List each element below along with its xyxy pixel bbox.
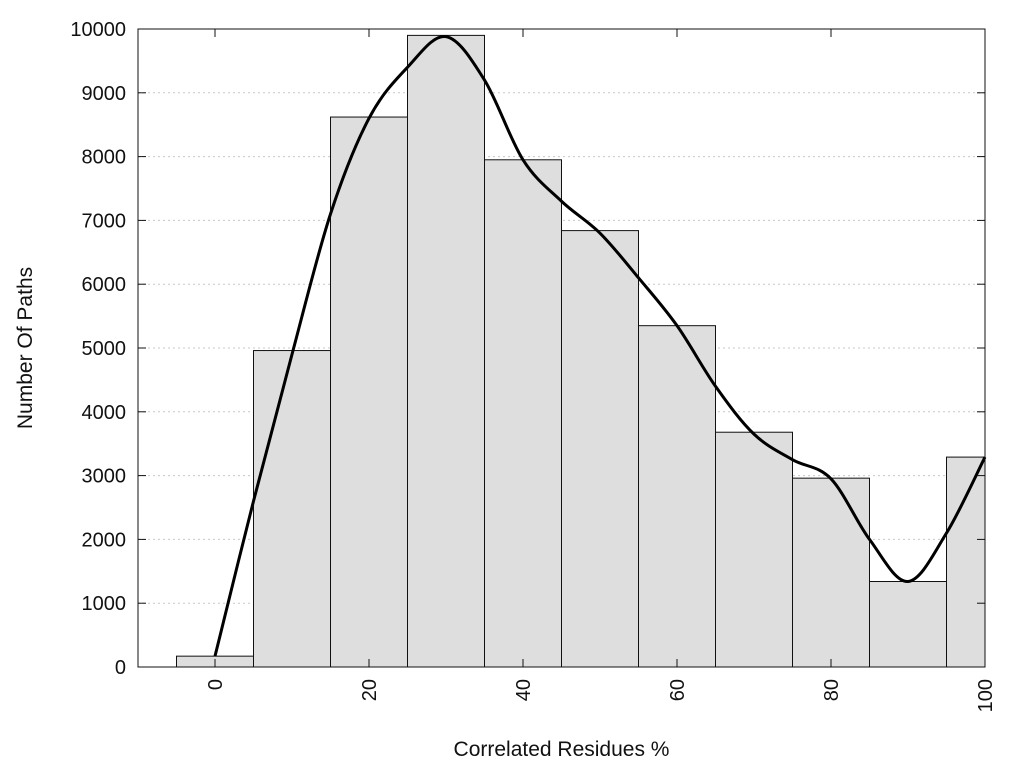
- x-tick-label: 80: [821, 679, 843, 701]
- bar-30: [407, 34, 485, 668]
- y-tick-label: 8000: [82, 147, 127, 169]
- y-tick-label: 9000: [82, 83, 127, 105]
- x-tick-label: 60: [667, 679, 689, 701]
- x-tick-label: 40: [513, 679, 535, 701]
- y-tick-label: 1000: [82, 593, 127, 615]
- y-tick-label: 4000: [82, 402, 127, 424]
- tick-layer: 0100020003000400050006000700080009000100…: [70, 19, 997, 712]
- y-tick-label: 6000: [82, 274, 127, 296]
- y-tick-label: 0: [115, 657, 126, 679]
- x-tick-label: 20: [359, 679, 381, 701]
- bar-90: [869, 581, 947, 668]
- bar-layer: [176, 34, 986, 668]
- bar-50: [561, 230, 639, 668]
- bar-80: [792, 477, 870, 668]
- bar-60: [638, 325, 716, 668]
- y-tick-label: 3000: [82, 466, 127, 488]
- bar-20: [330, 116, 408, 668]
- y-tick-label: 5000: [82, 338, 127, 360]
- density-curve-layer: [213, 35, 987, 657]
- bar-40: [484, 159, 562, 668]
- x-tick-label: 0: [205, 679, 227, 690]
- y-tick-label: 7000: [82, 210, 127, 232]
- y-axis-label: Number Of Paths: [14, 267, 37, 429]
- bar-10: [253, 350, 331, 668]
- y-tick-label: 2000: [82, 529, 127, 551]
- y-tick-label: 10000: [70, 19, 126, 41]
- bar-100: [946, 456, 986, 668]
- x-axis-label: Correlated Residues %: [454, 738, 670, 761]
- bar-70: [715, 431, 793, 668]
- x-tick-label: 100: [975, 679, 997, 712]
- density-curve: [213, 35, 987, 657]
